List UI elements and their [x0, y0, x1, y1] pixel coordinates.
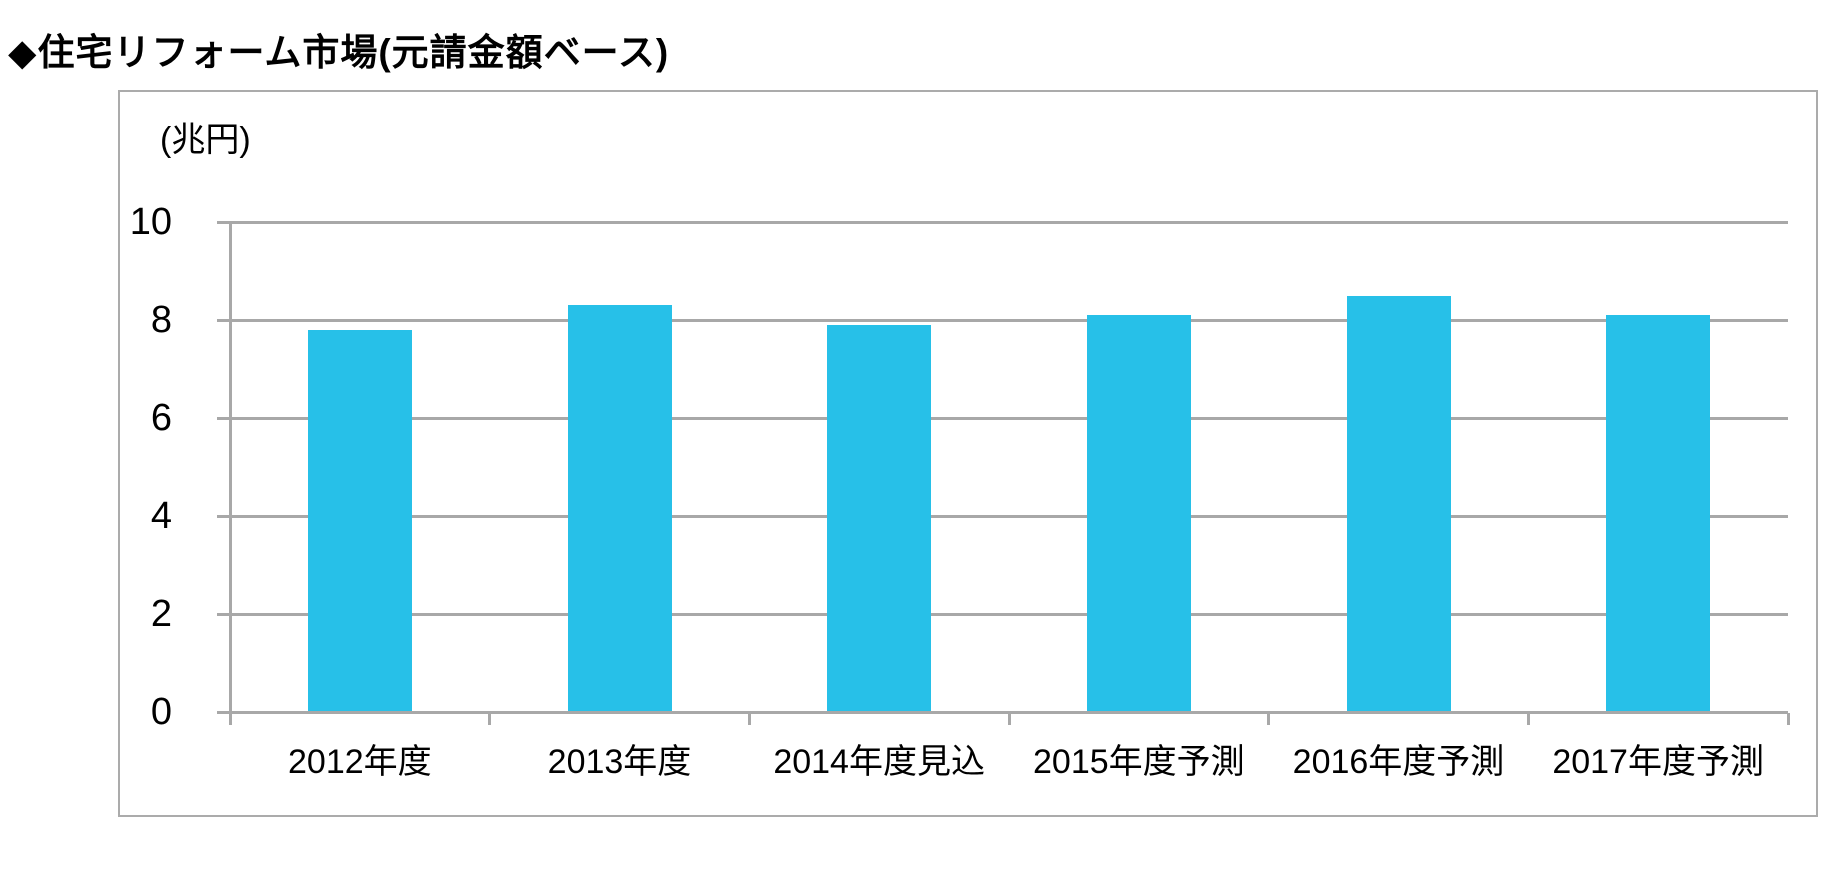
x-axis-tick-label: 2014年度見込	[773, 743, 985, 781]
x-axis-tick	[1007, 713, 1011, 725]
x-axis-tick-label: 2016年度予測	[1292, 743, 1505, 781]
y-axis-tick-label: 4	[150, 495, 172, 537]
y-axis-tick-label: 10	[129, 201, 172, 243]
gridline	[217, 318, 1788, 322]
chart-frame: (兆円) 0 2 4 6 8 10 2012年度 2013年度 2014年度見込 2015年度予測…	[118, 90, 1818, 817]
x-axis-tick-label: 2017年度予測	[1552, 743, 1764, 781]
bar-2012年度	[307, 329, 412, 712]
x-axis-tick	[1786, 713, 1790, 725]
gridline	[217, 514, 1788, 518]
gridline	[217, 612, 1788, 616]
y-axis-tick-label: 6	[150, 397, 172, 439]
bar-2013年度	[567, 305, 672, 712]
bar-2014年度見込	[827, 324, 932, 712]
chart-title: ◆住宅リフォーム市場(元請金額ベース)	[8, 32, 670, 73]
plot-area: 0 2 4 6 8 10 2012年度 2013年度 2014年度見込 2015年度予測 2016年…	[130, 201, 1790, 781]
bar-2017年度予測	[1606, 315, 1711, 712]
y-axis-line	[229, 222, 232, 724]
y-axis-tick-label: 2	[150, 593, 172, 635]
x-axis-tick	[228, 713, 232, 725]
x-axis-tick	[1526, 713, 1530, 725]
x-axis-line	[217, 710, 1788, 714]
x-axis-tick-label: 2012年度	[288, 743, 432, 781]
bar-2015年度予測	[1086, 315, 1191, 712]
bar-2016年度予測	[1346, 295, 1451, 712]
x-axis-tick	[1267, 713, 1271, 725]
x-axis-tick	[488, 713, 492, 725]
x-axis-tick	[747, 713, 751, 725]
y-axis-unit-label: (兆円)	[160, 121, 251, 159]
x-axis-tick-label: 2015年度予測	[1033, 743, 1245, 781]
y-axis-tick-label: 8	[150, 299, 172, 341]
x-axis-tick-label: 2013年度	[547, 743, 692, 781]
y-axis-tick-label: 0	[150, 691, 172, 733]
gridline	[217, 416, 1788, 420]
gridline	[217, 220, 1788, 224]
